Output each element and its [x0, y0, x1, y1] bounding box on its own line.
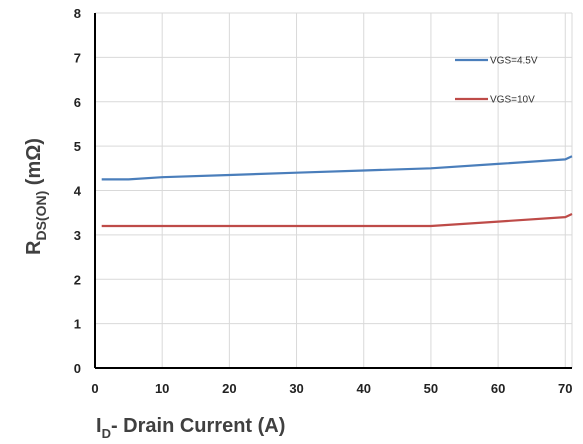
x-tick-label: 70	[558, 381, 572, 396]
y-tick-label: 0	[74, 361, 81, 376]
x-axis-title-main: I	[96, 415, 102, 437]
y-tick-label: 7	[74, 50, 81, 65]
y-tick-label: 1	[74, 317, 81, 332]
y-axis-title-rest: (mΩ)	[23, 138, 45, 191]
x-tick-label: 40	[356, 381, 370, 396]
y-tick-label: 4	[74, 184, 82, 199]
x-axis-title-sub: D	[102, 426, 111, 441]
x-tick-label: 0	[91, 381, 98, 396]
legend-label: VGS=10V	[490, 95, 535, 106]
x-tick-label: 60	[491, 381, 505, 396]
y-axis-title-sub: DS(ON)	[33, 191, 49, 241]
y-tick-label: 6	[74, 95, 81, 110]
series-line-2	[101, 213, 573, 228]
axes	[94, 13, 572, 369]
x-axis-title: ID- Drain Current (A)	[96, 415, 285, 441]
x-tick-label: 30	[289, 381, 303, 396]
y-tick-label: 8	[74, 6, 81, 21]
legend: VGS=4.5V VGS=10V	[455, 56, 538, 106]
x-axis-title-rest: - Drain Current (A)	[111, 415, 285, 437]
legend-label: VGS=4.5V	[490, 56, 538, 67]
y-axis-title-main: R	[23, 240, 45, 255]
y-tick-label: 3	[74, 228, 81, 243]
y-tick-label: 2	[74, 272, 81, 287]
grid	[95, 12, 573, 368]
x-tick-labels: 0 10 20 30 40 50 60 70	[91, 381, 572, 396]
series-lines	[101, 155, 573, 228]
y-tick-label: 5	[74, 139, 81, 154]
series-line-1	[101, 155, 573, 181]
x-tick-label: 10	[155, 381, 169, 396]
y-tick-labels: 0 1 2 3 4 5 6 7 8	[74, 6, 82, 376]
x-tick-label: 50	[424, 381, 438, 396]
y-axis-title: RDS(ON) (mΩ)	[23, 138, 49, 255]
x-tick-label: 20	[222, 381, 236, 396]
